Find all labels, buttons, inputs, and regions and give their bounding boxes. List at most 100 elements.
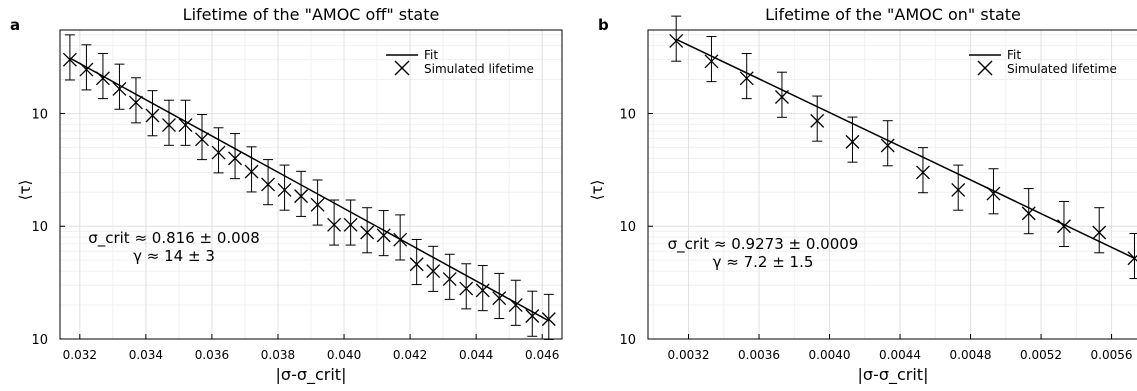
- legend: Fit Simulated lifetime: [386, 48, 534, 76]
- marker-stroke: [951, 182, 966, 197]
- marker-stroke: [360, 225, 375, 240]
- plot-frame: [647, 29, 1137, 340]
- x-tick-label: 0.034: [129, 348, 163, 362]
- data-point: [541, 293, 556, 340]
- marker-stroke: [409, 257, 424, 272]
- legend-point-label: Simulated lifetime: [1007, 62, 1117, 76]
- data-point: [409, 238, 424, 286]
- data-point: [228, 133, 242, 180]
- data-point: [916, 147, 930, 194]
- y-axis-label: ⟨τ⟩: [588, 180, 606, 201]
- data-point: [1021, 188, 1036, 235]
- fit-line-layer: [675, 38, 1135, 259]
- panel-a: a Lifetime of the "AMOC off" state 0.032…: [10, 5, 563, 385]
- annotation-sigma-crit: σ_crit ≈ 0.9273 ± 0.0009: [668, 235, 859, 254]
- data-point: [277, 164, 292, 211]
- data-point: [880, 120, 895, 167]
- data-point: [1127, 232, 1137, 280]
- data-point: [129, 77, 143, 124]
- x-tick-label: 0.0052: [1020, 348, 1062, 362]
- marker-stroke: [327, 217, 342, 232]
- data-point: [376, 210, 391, 257]
- marker-stroke: [129, 95, 143, 110]
- marker-stroke: [294, 189, 309, 204]
- legend-point-label: Simulated lifetime: [424, 62, 534, 76]
- data-point: [211, 127, 226, 174]
- x-tick-label: 0.0036: [738, 348, 780, 362]
- annotation-sigma-crit: σ_crit ≈ 0.816 ± 0.008: [88, 229, 260, 248]
- marker-stroke: [810, 113, 825, 128]
- panel-label: b: [598, 16, 609, 34]
- annotation-gamma: γ ≈ 7.2 ± 1.5: [713, 253, 814, 271]
- panel-label: a: [10, 16, 20, 34]
- data-point: [669, 15, 684, 62]
- y-tick-label: 10: [619, 220, 636, 235]
- marker-stroke: [704, 54, 719, 69]
- legend: Fit Simulated lifetime: [969, 48, 1117, 76]
- marker-stroke: [261, 177, 276, 192]
- data-point: [310, 179, 325, 226]
- fit-line: [675, 38, 1135, 259]
- marker-stroke: [310, 197, 325, 212]
- data-point: [459, 263, 474, 310]
- data-point: [739, 53, 754, 100]
- marker-stroke: [1021, 206, 1036, 221]
- data-point: [343, 199, 358, 246]
- marker-stroke: [986, 186, 1001, 201]
- data-point: [162, 99, 176, 146]
- x-tick-label: 0.0044: [879, 348, 921, 362]
- data-point: [1092, 207, 1107, 254]
- x-tick-label: 0.032: [63, 348, 97, 362]
- marker-stroke: [669, 33, 684, 48]
- data-point: [244, 146, 259, 193]
- data-point: [112, 63, 127, 110]
- data-point: [1057, 200, 1071, 248]
- data-point: [426, 245, 441, 292]
- data-point: [195, 114, 209, 161]
- marker-stroke: [79, 62, 94, 77]
- plot-frame: [59, 29, 563, 340]
- data-point: [810, 95, 825, 142]
- data-point: [79, 44, 94, 91]
- y-tick-label: 10: [619, 107, 636, 122]
- marker-stroke: [178, 118, 193, 132]
- marker-stroke: [739, 71, 754, 86]
- marker-stroke: [211, 145, 226, 160]
- data-point: [145, 90, 160, 137]
- annotation-gamma: γ ≈ 14 ± 3: [133, 247, 215, 265]
- x-tick-label: 0.044: [459, 348, 493, 362]
- x-tick-label: 0.0048: [950, 348, 992, 362]
- marker-stroke: [774, 90, 789, 104]
- marker-stroke: [277, 182, 292, 197]
- marker-stroke: [1092, 225, 1107, 240]
- y-tick-label: 10: [31, 107, 48, 122]
- data-point: [475, 265, 490, 312]
- data-points-layer: [62, 34, 556, 340]
- x-tick-label: 0.0032: [668, 348, 710, 362]
- x-tick-label: 0.040: [327, 348, 361, 362]
- x-tick-label: 0.0056: [1091, 348, 1133, 362]
- marker-stroke: [492, 291, 507, 306]
- data-point: [845, 116, 860, 163]
- marker-stroke: [845, 134, 860, 149]
- data-point: [492, 272, 507, 320]
- marker-stroke: [541, 312, 556, 327]
- data-point: [774, 71, 789, 118]
- data-point: [261, 159, 276, 206]
- legend-point-swatch: [977, 60, 993, 76]
- data-point: [393, 214, 408, 261]
- data-point: [951, 164, 966, 211]
- data-point: [704, 36, 719, 83]
- data-point: [62, 34, 77, 81]
- data-point: [986, 168, 1001, 215]
- marker-stroke: [508, 298, 523, 313]
- x-tick-label: 0.036: [195, 348, 229, 362]
- marker-stroke: [112, 81, 127, 96]
- y-ticks: 101102103: [619, 107, 653, 348]
- marker-stroke: [145, 108, 160, 123]
- panel-b: b Lifetime of the "AMOC on" state 0.0032…: [588, 5, 1137, 385]
- marker-stroke: [459, 281, 474, 296]
- marker-stroke: [393, 232, 408, 247]
- x-tick-label: 0.038: [261, 348, 295, 362]
